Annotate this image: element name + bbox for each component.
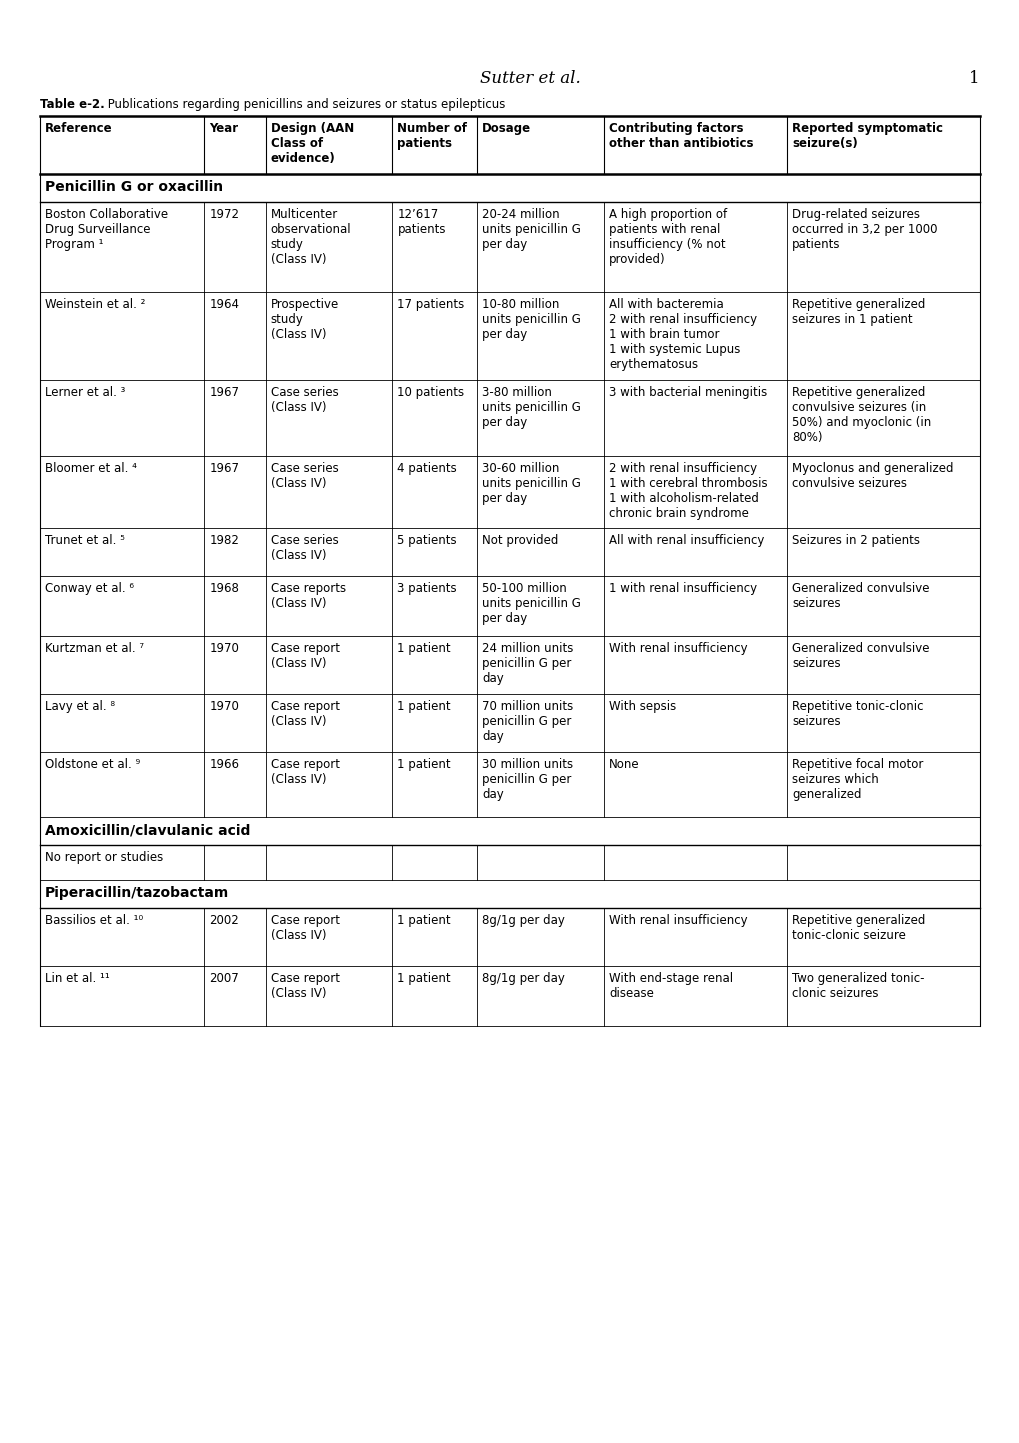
Text: 17 patients: 17 patients bbox=[397, 299, 465, 312]
Text: With renal insufficiency: With renal insufficiency bbox=[608, 642, 747, 655]
Text: 1964: 1964 bbox=[209, 299, 239, 312]
Text: Repetitive generalized
seizures in 1 patient: Repetitive generalized seizures in 1 pat… bbox=[792, 299, 925, 326]
Text: 30-60 million
units penicillin G
per day: 30-60 million units penicillin G per day bbox=[482, 462, 581, 505]
Text: Publications regarding penicillins and seizures or status epilepticus: Publications regarding penicillins and s… bbox=[104, 98, 504, 111]
Text: Lerner et al. ³: Lerner et al. ³ bbox=[45, 385, 125, 400]
Text: 1 patient: 1 patient bbox=[397, 913, 450, 926]
Text: Prospective
study
(Class IV): Prospective study (Class IV) bbox=[270, 299, 338, 341]
Text: Kurtzman et al. ⁷: Kurtzman et al. ⁷ bbox=[45, 642, 144, 655]
Text: Case report
(Class IV): Case report (Class IV) bbox=[270, 913, 339, 942]
Text: 2007: 2007 bbox=[209, 973, 239, 986]
Text: Seizures in 2 patients: Seizures in 2 patients bbox=[792, 534, 919, 547]
Text: Case series
(Class IV): Case series (Class IV) bbox=[270, 534, 338, 561]
Text: Repetitive generalized
tonic-clonic seizure: Repetitive generalized tonic-clonic seiz… bbox=[792, 913, 925, 942]
Text: 1972: 1972 bbox=[209, 208, 239, 221]
Text: None: None bbox=[608, 758, 639, 771]
Text: Reference: Reference bbox=[45, 123, 112, 136]
Text: 8g/1g per day: 8g/1g per day bbox=[482, 973, 565, 986]
Text: 1 patient: 1 patient bbox=[397, 758, 450, 771]
Text: Oldstone et al. ⁹: Oldstone et al. ⁹ bbox=[45, 758, 141, 771]
Text: Multicenter
observational
study
(Class IV): Multicenter observational study (Class I… bbox=[270, 208, 351, 266]
Text: Conway et al. ⁶: Conway et al. ⁶ bbox=[45, 582, 133, 595]
Text: 1 patient: 1 patient bbox=[397, 700, 450, 713]
Text: Case series
(Class IV): Case series (Class IV) bbox=[270, 385, 338, 414]
Text: Year: Year bbox=[209, 123, 238, 136]
Text: Case series
(Class IV): Case series (Class IV) bbox=[270, 462, 338, 491]
Text: Bassilios et al. ¹⁰: Bassilios et al. ¹⁰ bbox=[45, 913, 143, 926]
Text: Myoclonus and generalized
convulsive seizures: Myoclonus and generalized convulsive sei… bbox=[792, 462, 953, 491]
Text: 10 patients: 10 patients bbox=[397, 385, 465, 400]
Text: Design (AAN
Class of
evidence): Design (AAN Class of evidence) bbox=[270, 123, 354, 165]
Text: Not provided: Not provided bbox=[482, 534, 558, 547]
Text: A high proportion of
patients with renal
insufficiency (% not
provided): A high proportion of patients with renal… bbox=[608, 208, 727, 266]
Text: With end-stage renal
disease: With end-stage renal disease bbox=[608, 973, 733, 1000]
Text: 24 million units
penicillin G per
day: 24 million units penicillin G per day bbox=[482, 642, 573, 685]
Text: 1 with renal insufficiency: 1 with renal insufficiency bbox=[608, 582, 756, 595]
Text: Repetitive generalized
convulsive seizures (in
50%) and myoclonic (in
80%): Repetitive generalized convulsive seizur… bbox=[792, 385, 930, 444]
Text: 2002: 2002 bbox=[209, 913, 239, 926]
Text: Case report
(Class IV): Case report (Class IV) bbox=[270, 642, 339, 670]
Text: Drug-related seizures
occurred in 3,2 per 1000
patients: Drug-related seizures occurred in 3,2 pe… bbox=[792, 208, 936, 251]
Text: 1968: 1968 bbox=[209, 582, 239, 595]
Text: 3 with bacterial meningitis: 3 with bacterial meningitis bbox=[608, 385, 766, 400]
Text: Generalized convulsive
seizures: Generalized convulsive seizures bbox=[792, 642, 929, 670]
Text: 1970: 1970 bbox=[209, 642, 239, 655]
Text: Piperacillin/tazobactam: Piperacillin/tazobactam bbox=[45, 886, 229, 900]
Text: 10-80 million
units penicillin G
per day: 10-80 million units penicillin G per day bbox=[482, 299, 581, 341]
Text: 1967: 1967 bbox=[209, 385, 239, 400]
Text: Boston Collaborative
Drug Surveillance
Program ¹: Boston Collaborative Drug Surveillance P… bbox=[45, 208, 168, 251]
Text: Case report
(Class IV): Case report (Class IV) bbox=[270, 758, 339, 786]
Text: 4 patients: 4 patients bbox=[397, 462, 457, 475]
Text: 8g/1g per day: 8g/1g per day bbox=[482, 913, 565, 926]
Text: 50-100 million
units penicillin G
per day: 50-100 million units penicillin G per da… bbox=[482, 582, 581, 625]
Text: 1966: 1966 bbox=[209, 758, 239, 771]
Text: 3 patients: 3 patients bbox=[397, 582, 457, 595]
Text: Case reports
(Class IV): Case reports (Class IV) bbox=[270, 582, 345, 610]
Text: 1: 1 bbox=[968, 71, 979, 87]
Text: 70 million units
penicillin G per
day: 70 million units penicillin G per day bbox=[482, 700, 573, 743]
Text: No report or studies: No report or studies bbox=[45, 851, 163, 864]
Text: 1 patient: 1 patient bbox=[397, 642, 450, 655]
Text: 3-80 million
units penicillin G
per day: 3-80 million units penicillin G per day bbox=[482, 385, 581, 429]
Text: Sutter et al.: Sutter et al. bbox=[479, 71, 580, 87]
Text: Bloomer et al. ⁴: Bloomer et al. ⁴ bbox=[45, 462, 137, 475]
Text: 1982: 1982 bbox=[209, 534, 239, 547]
Text: With renal insufficiency: With renal insufficiency bbox=[608, 913, 747, 926]
Text: Number of
patients: Number of patients bbox=[397, 123, 467, 150]
Text: Contributing factors
other than antibiotics: Contributing factors other than antibiot… bbox=[608, 123, 753, 150]
Text: Case report
(Class IV): Case report (Class IV) bbox=[270, 700, 339, 729]
Text: 2 with renal insufficiency
1 with cerebral thrombosis
1 with alcoholism-related
: 2 with renal insufficiency 1 with cerebr… bbox=[608, 462, 767, 519]
Text: Repetitive focal motor
seizures which
generalized: Repetitive focal motor seizures which ge… bbox=[792, 758, 923, 801]
Text: Lavy et al. ⁸: Lavy et al. ⁸ bbox=[45, 700, 115, 713]
Text: All with renal insufficiency: All with renal insufficiency bbox=[608, 534, 763, 547]
Text: 30 million units
penicillin G per
day: 30 million units penicillin G per day bbox=[482, 758, 573, 801]
Text: Penicillin G or oxacillin: Penicillin G or oxacillin bbox=[45, 180, 223, 193]
Text: All with bacteremia
2 with renal insufficiency
1 with brain tumor
1 with systemi: All with bacteremia 2 with renal insuffi… bbox=[608, 299, 756, 371]
Text: Table e-2.: Table e-2. bbox=[40, 98, 105, 111]
Text: Trunet et al. ⁵: Trunet et al. ⁵ bbox=[45, 534, 124, 547]
Text: 1967: 1967 bbox=[209, 462, 239, 475]
Text: Lin et al. ¹¹: Lin et al. ¹¹ bbox=[45, 973, 110, 986]
Text: 5 patients: 5 patients bbox=[397, 534, 457, 547]
Text: Amoxicillin/clavulanic acid: Amoxicillin/clavulanic acid bbox=[45, 823, 250, 837]
Text: 1970: 1970 bbox=[209, 700, 239, 713]
Text: Two generalized tonic-
clonic seizures: Two generalized tonic- clonic seizures bbox=[792, 973, 924, 1000]
Text: Dosage: Dosage bbox=[482, 123, 531, 136]
Text: Case report
(Class IV): Case report (Class IV) bbox=[270, 973, 339, 1000]
Text: Weinstein et al. ²: Weinstein et al. ² bbox=[45, 299, 146, 312]
Text: With sepsis: With sepsis bbox=[608, 700, 676, 713]
Text: 1 patient: 1 patient bbox=[397, 973, 450, 986]
Text: 12’617
patients: 12’617 patients bbox=[397, 208, 445, 237]
Text: Reported symptomatic
seizure(s): Reported symptomatic seizure(s) bbox=[792, 123, 943, 150]
Text: 20-24 million
units penicillin G
per day: 20-24 million units penicillin G per day bbox=[482, 208, 581, 251]
Text: Generalized convulsive
seizures: Generalized convulsive seizures bbox=[792, 582, 929, 610]
Text: Repetitive tonic-clonic
seizures: Repetitive tonic-clonic seizures bbox=[792, 700, 923, 729]
